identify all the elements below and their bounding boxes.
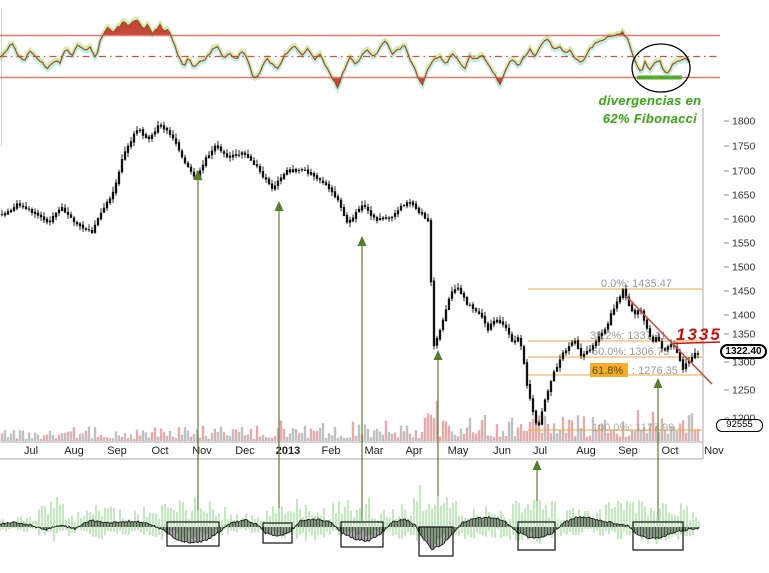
divergence-arrow-head [532, 460, 542, 470]
price-axis-label: 1450 [732, 286, 756, 298]
month-label: Oct [151, 445, 168, 457]
candlestick-wicks [1, 120, 699, 426]
price-axis-label: 1650 [732, 190, 756, 202]
divergence-arrow-head [274, 201, 284, 211]
divergence-arrow-head [433, 350, 443, 360]
fibonacci-level-label: 38.2%: 1337.11 [590, 330, 666, 342]
resistance-trendline [625, 295, 713, 385]
divergence-arrow-head [653, 378, 663, 388]
price-axis-label: 1350 [732, 329, 756, 341]
price-axis-label: 1700 [732, 166, 756, 178]
divergence-arrow-head [357, 236, 367, 246]
divergence-box [517, 521, 556, 551]
divergence-arrow-head [193, 170, 203, 180]
month-label: Feb [322, 445, 341, 457]
month-label: Nov [704, 445, 724, 457]
month-label: Aug [576, 445, 596, 457]
month-label: Jun [493, 445, 511, 457]
price-axis-label: 1400 [732, 310, 756, 322]
month-label: Aug [64, 445, 84, 457]
month-label: 2013 [276, 445, 300, 457]
divergence-box [166, 521, 220, 547]
fibonacci-level-label: 100.0%: 1177.99 [592, 422, 674, 434]
fibonacci-highlight-box [590, 363, 628, 377]
candlestick-bodies [0, 124, 700, 426]
month-label: Mar [365, 445, 384, 457]
month-label: Sep [107, 445, 127, 457]
price-axis-label: 1600 [732, 214, 756, 226]
oscillator-line [0, 19, 691, 90]
fibonacci-level-label: 0.0%: 1435.47 [601, 278, 672, 290]
price-axis-label: 1550 [732, 238, 756, 250]
oscillator-envelope-green [0, 16, 691, 90]
macd-histogram-outline [0, 515, 700, 550]
price-axis-label: 1500 [732, 262, 756, 274]
price-axis-label: 1800 [732, 116, 756, 128]
volume-bars-gray [3, 413, 694, 441]
month-label: Sep [618, 445, 638, 457]
divergence-box [418, 526, 454, 557]
price-axis-label: 1750 [732, 141, 756, 153]
divergence-circle [631, 43, 691, 93]
month-label: May [448, 445, 469, 457]
price-axis-label: 1300 [732, 357, 756, 369]
divergence-box [340, 521, 384, 548]
fibonacci-level-label: 50.0%: 1306.73 [592, 346, 669, 358]
divergence-box [632, 521, 684, 551]
month-label: Jul [533, 445, 547, 457]
month-label: Jul [24, 445, 38, 457]
bottom-green-bars [0, 485, 700, 551]
month-label: Dec [235, 445, 255, 457]
fibonacci-value-label: : 1276.35 [632, 365, 678, 377]
price-axis-label: 1200 [732, 413, 756, 425]
month-label: Nov [192, 445, 212, 457]
callout-underline [673, 341, 721, 345]
price-axis-label: 1250 [732, 385, 756, 397]
fibonacci-pct-label: 61.8% [592, 365, 623, 377]
month-label: Apr [405, 445, 422, 457]
divergence-box [262, 522, 293, 544]
month-label: Oct [661, 445, 678, 457]
